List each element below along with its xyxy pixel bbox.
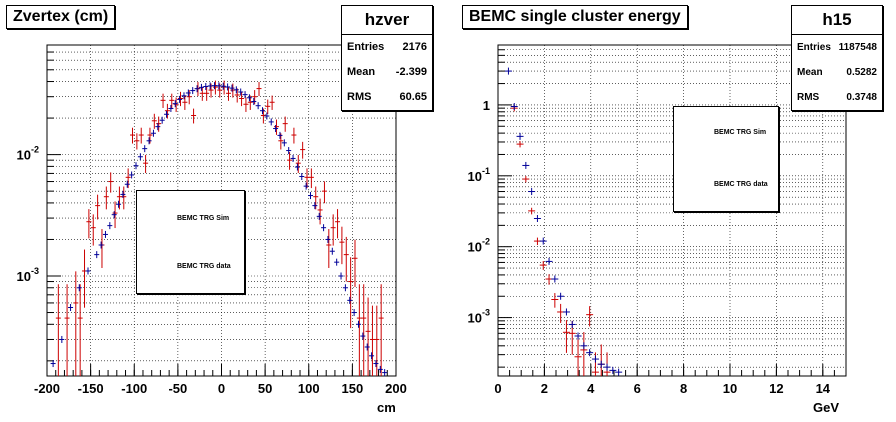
right-x-tick-label: 12 (769, 381, 783, 396)
right-x-tick-label: 0 (494, 381, 501, 396)
right-stats-value: 0.5282 (846, 67, 877, 78)
right-y-tick-label: 10-2 (468, 237, 490, 255)
right-series-data (504, 67, 623, 376)
right-y-tick-base: 10 (468, 169, 482, 184)
left-stats-row-entries: Entries 2176 (342, 35, 432, 60)
left-legend-entry-data: BEMC TRG data (177, 263, 231, 270)
right-legend-entry-sim: BEMC TRG Sim (714, 129, 767, 136)
right-chart-title: BEMC single cluster energy (462, 5, 688, 29)
right-y-tick-label: 10-3 (468, 308, 490, 326)
left-x-axis-label: cm (377, 400, 396, 415)
right-x-tick-label: 14 (816, 381, 831, 396)
left-y-tick-exponent: -3 (31, 266, 39, 276)
right-stats-row-mean: Mean 0.5282 (792, 60, 882, 85)
left-stats-row-mean: Mean -2.399 (342, 60, 432, 85)
left-x-tick-label: -50 (168, 381, 187, 396)
left-x-tick-label: 200 (385, 381, 407, 396)
right-x-tick-label: 10 (723, 381, 737, 396)
right-y-tick-base: 10 (468, 240, 482, 255)
left-y-tick-base: 10 (17, 269, 31, 284)
right-stats-label: Mean (797, 67, 823, 78)
right-y-tick-label: 10-1 (468, 166, 490, 184)
right-stats-label: Entries (797, 42, 831, 53)
right-y-tick-exponent: -1 (482, 166, 490, 176)
right-stats-value: 0.3748 (846, 92, 877, 103)
left-stats-label: RMS (347, 91, 372, 103)
left-series-data (50, 82, 388, 377)
right-x-tick-label: 6 (634, 381, 641, 396)
left-plot-frame (46, 44, 397, 377)
right-stats-box: h15 Entries 1187548 Mean 0.5282 RMS 0.37… (791, 5, 883, 111)
right-y-tick-label: 1 (483, 98, 490, 113)
left-x-tick-label: 50 (258, 381, 272, 396)
right-legend: BEMC TRG Sim BEMC TRG data (673, 106, 779, 212)
left-y-tick-label: 10-2 (17, 145, 39, 163)
left-legend-entry-sim: BEMC TRG Sim (177, 215, 230, 222)
left-y-tick-label: 10-3 (17, 266, 39, 284)
right-stats-row-entries: Entries 1187548 (792, 35, 882, 60)
left-stats-box: hzver Entries 2176 Mean -2.399 RMS 60.65 (341, 5, 433, 111)
left-stats-name: hzver (342, 6, 432, 35)
left-x-tick-label: 0 (218, 381, 225, 396)
right-y-tick-base: 10 (468, 311, 482, 326)
left-x-tick-label: -150 (78, 381, 104, 396)
left-y-tick-exponent: -2 (31, 145, 39, 155)
left-stats-value: 60.65 (399, 91, 427, 103)
right-stats-row-rms: RMS 0.3748 (792, 85, 882, 110)
left-x-tick-label: 100 (298, 381, 320, 396)
right-x-tick-label: 8 (680, 381, 687, 396)
right-plot-frame (497, 44, 847, 377)
right-legend-entry-data: BEMC TRG data (714, 181, 768, 188)
right-stats-name: h15 (792, 6, 882, 35)
left-x-tick-label: 150 (342, 381, 364, 396)
left-stats-row-rms: RMS 60.65 (342, 85, 432, 110)
left-stats-value: 2176 (402, 41, 427, 53)
left-stats-label: Entries (347, 41, 385, 53)
left-y-tick-base: 10 (17, 148, 31, 163)
right-stats-label: RMS (797, 92, 820, 103)
left-x-tick-label: -100 (121, 381, 147, 396)
right-x-tick-label: 2 (541, 381, 548, 396)
right-x-axis-label: GeV (813, 400, 840, 415)
left-stats-value: -2.399 (395, 66, 427, 78)
left-chart-title: Zvertex (cm) (6, 5, 116, 29)
right-stats-value: 1187548 (838, 42, 877, 53)
right-y-tick-exponent: -2 (482, 237, 490, 247)
left-stats-label: Mean (347, 66, 376, 78)
right-x-tick-label: 4 (587, 381, 595, 396)
left-x-tick-label: -200 (34, 381, 60, 396)
right-y-tick-exponent: -3 (482, 308, 490, 318)
left-legend: BEMC TRG Sim BEMC TRG data (136, 190, 245, 294)
